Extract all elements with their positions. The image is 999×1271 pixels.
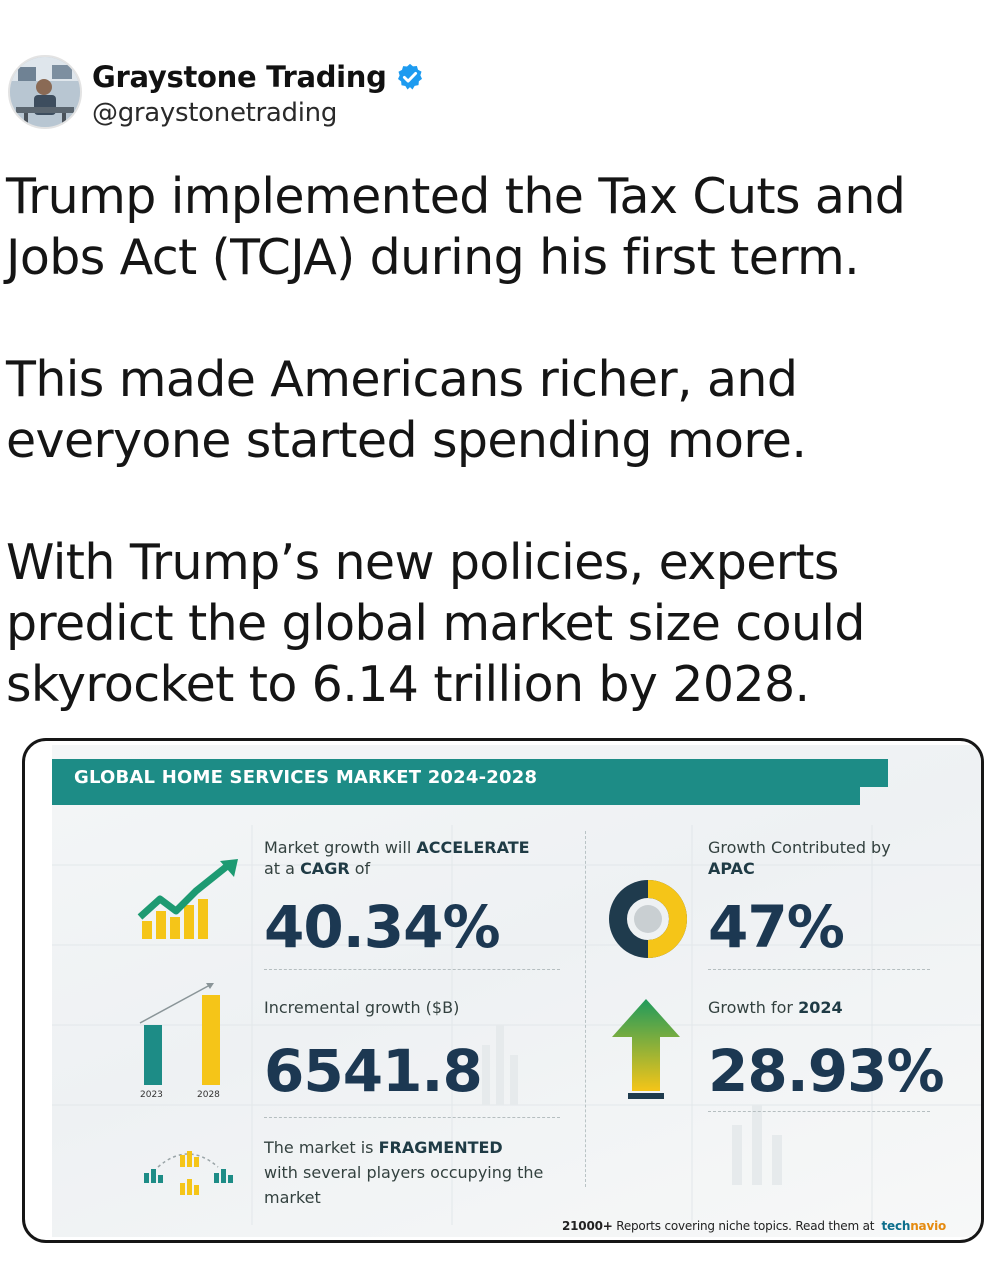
tweet-paragraph: Trump implemented the Tax Cuts and Jobs … (6, 168, 906, 286)
tweet-paragraph: With Trump’s new policies, experts predi… (6, 534, 866, 713)
fragmented-label: The market is FRAGMENTED with several pl… (264, 1135, 543, 1210)
year-start-label: 2023 (140, 1090, 163, 1100)
cagr-label: Market growth will ACCELERATE at a CAGR … (264, 837, 530, 879)
row-divider (264, 1117, 560, 1118)
incremental-bars-icon (139, 983, 220, 1085)
apac-label-bold: APAC (708, 859, 755, 878)
row-divider (708, 969, 930, 970)
report-count: 21000+ (562, 1219, 613, 1233)
brand-part: navio (910, 1219, 947, 1233)
fragmented-text: with several players occupying the (264, 1163, 544, 1182)
row-divider (708, 1111, 930, 1112)
column-divider (585, 831, 586, 1187)
avatar[interactable] (8, 55, 82, 129)
infographic-title: GLOBAL HOME SERVICES MARKET 2024-2028 (74, 767, 538, 788)
growth-2024-label-text: Growth for (708, 998, 799, 1017)
growth-arrow-icon (612, 999, 680, 1099)
footer-text: Reports covering niche topics. Read them… (612, 1219, 875, 1233)
cagr-label-text: at a (264, 859, 301, 878)
growth-2024-label: Growth for 2024 (708, 997, 843, 1018)
apac-label-text: Growth Contributed by (708, 838, 891, 857)
cagr-label-bold: CAGR (300, 859, 350, 878)
year-end-label: 2028 (197, 1090, 220, 1100)
growth-2024-value: 28.93% (708, 1037, 945, 1105)
title-banner (52, 759, 860, 805)
tweet-paragraph: This made Americans richer, and everyone… (6, 351, 807, 469)
fragmented-text: market (264, 1188, 321, 1207)
fragmented-text: The market is (264, 1138, 379, 1157)
fragmented-bold: FRAGMENTED (378, 1138, 503, 1157)
infographic-panel: GLOBAL HOME SERVICES MARKET 2024-2028 Ma… (52, 745, 981, 1237)
row-divider (264, 969, 560, 970)
cagr-label-text: Market growth will (264, 838, 417, 857)
infographic-footer: 21000+ Reports covering niche topics. Re… (562, 1219, 946, 1233)
apac-value: 47% (708, 893, 845, 961)
growth-chart-icon (137, 859, 238, 939)
market-players-icon (144, 1151, 233, 1195)
cagr-label-text: of (349, 859, 371, 878)
cagr-value: 40.34% (264, 893, 501, 961)
verified-badge-icon (397, 63, 422, 90)
apac-label: Growth Contributed by APAC (708, 837, 891, 879)
infographic-image[interactable]: GLOBAL HOME SERVICES MARKET 2024-2028 Ma… (22, 738, 984, 1243)
incremental-value: 6541.8 (264, 1037, 483, 1105)
brand-part: tech (881, 1219, 911, 1233)
cagr-label-bold: ACCELERATE (416, 838, 530, 857)
account-name[interactable]: Graystone Trading (92, 60, 387, 94)
apac-donut-icon (609, 880, 687, 958)
account-handle[interactable]: @graystonetrading (92, 98, 338, 128)
avatar-image (10, 57, 80, 127)
tweet-text: Trump implemented the Tax Cuts and Jobs … (6, 166, 996, 715)
growth-2024-label-bold: 2024 (798, 998, 843, 1017)
title-banner-tab (842, 759, 888, 787)
technavio-logo[interactable]: technavio (881, 1219, 946, 1233)
incremental-label: Incremental growth ($B) (264, 998, 460, 1017)
